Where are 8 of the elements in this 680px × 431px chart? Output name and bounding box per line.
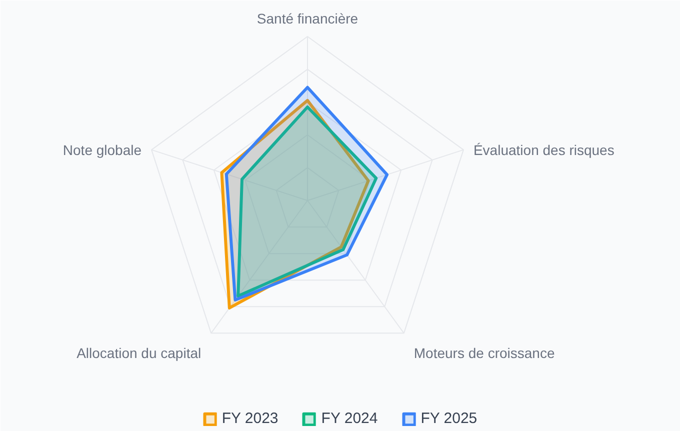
legend-label: FY 2024 xyxy=(321,410,378,427)
legend-label: FY 2023 xyxy=(222,410,278,427)
spoke-label: Moteurs de croissance xyxy=(414,345,555,362)
spoke-label: Santé financière xyxy=(256,10,358,26)
spoke-label: Note globale xyxy=(62,142,142,158)
spoke-label: Allocation du capital xyxy=(76,345,202,362)
legend-label: FY 2025 xyxy=(420,410,478,427)
spoke-label: Évaluation des risques xyxy=(473,142,614,158)
